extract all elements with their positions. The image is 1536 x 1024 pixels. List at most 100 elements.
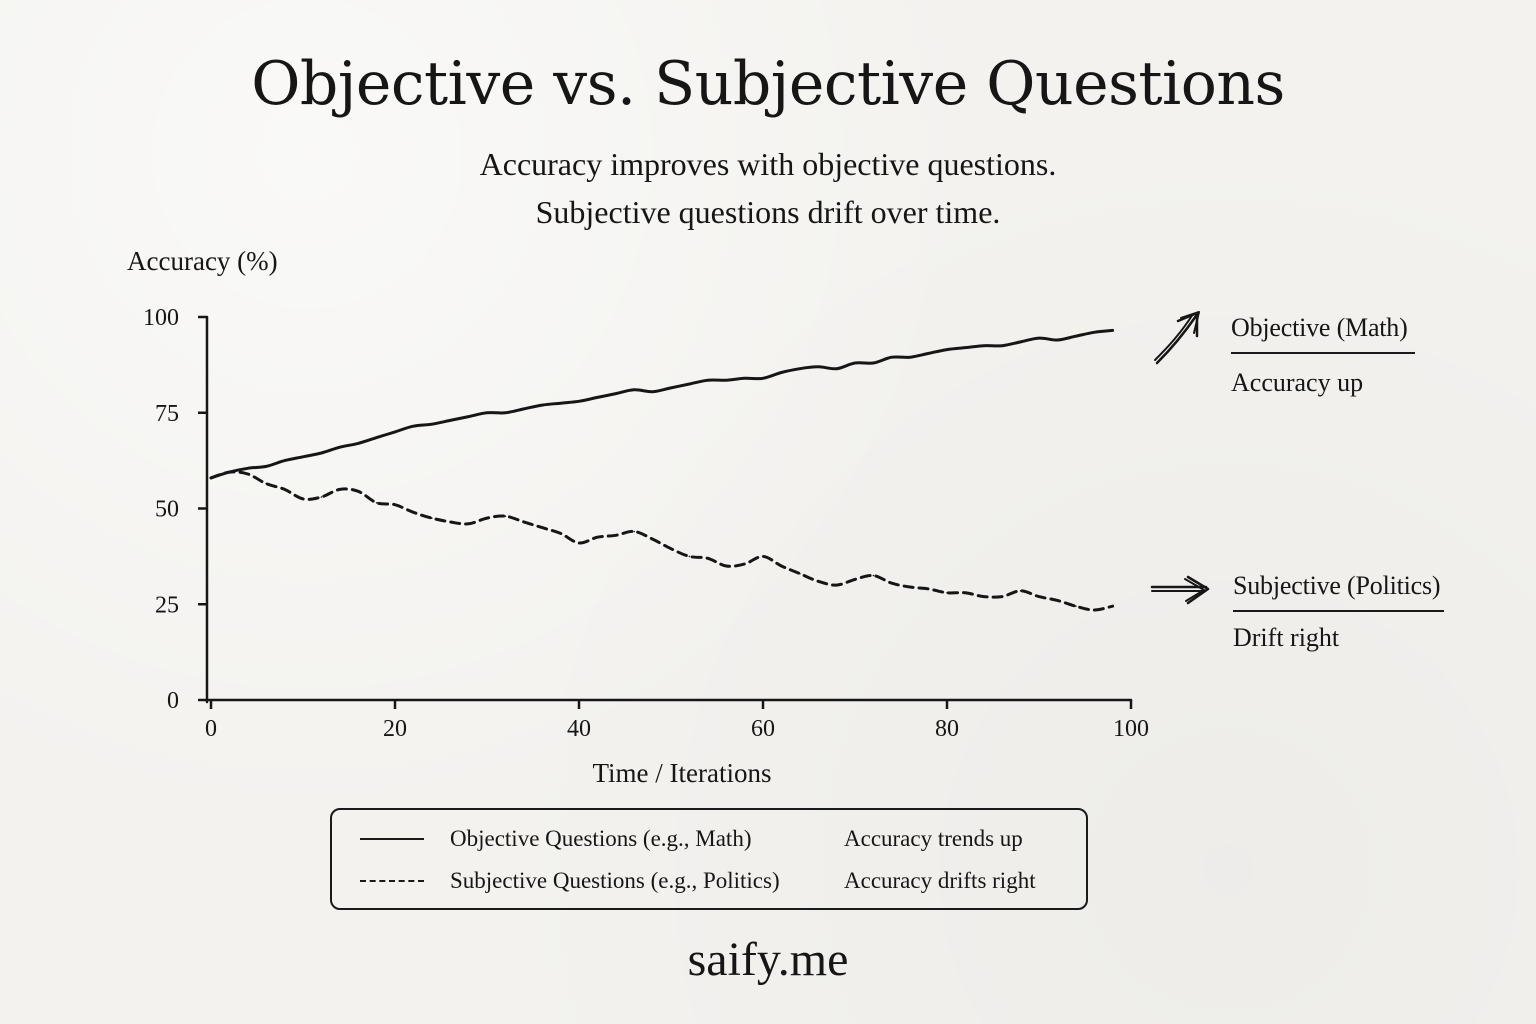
objective-data-point [1093,331,1095,334]
subjective-data-point [1075,605,1077,607]
subjective-data-point [283,488,286,491]
objective-data-point [872,362,875,364]
objective-data-point [909,356,911,359]
subjective-series-line [209,470,1115,612]
subjective-data-point [707,557,709,560]
objective-data-point [339,446,341,449]
legend-objective-label: Objective Questions (e.g., Math) [450,826,752,851]
objective-data-point [762,377,764,380]
objective-data-point [983,344,985,347]
subjective-data-point [1038,595,1040,598]
objective-data-point [780,371,783,374]
chart-subtitle-line-1: Accuracy improves with objective questio… [479,146,1057,182]
chart-axes: 0 25 50 75 100 0 20 40 60 80 100 [143,305,1149,742]
subjective-data-point [1056,599,1059,602]
objective-data-point [927,352,930,355]
objective-data-point [1019,341,1022,343]
legend-solid-line-swatch [360,838,424,840]
objective-annotation-title: Objective (Math) [1231,312,1415,354]
subjective-data-point [762,555,764,558]
objective-data-point [1001,344,1003,347]
x-tick-label: 20 [383,716,407,742]
objective-data-point [486,412,488,414]
subjective-data-point [247,473,249,475]
subjective-data-point [578,542,580,544]
subjective-data-point [541,526,543,529]
objective-data-point [891,356,893,359]
objective-data-point [688,383,691,385]
objective-data-point [559,402,562,405]
subjective-data-point [688,555,691,558]
chart-legend: Objective Questions (e.g., Math) Accurac… [330,808,1088,910]
objective-data-point [265,465,268,468]
subjective-data-point [891,582,893,584]
objective-data-point [467,415,470,418]
subjective-data-point [412,511,415,514]
x-tick-label: 40 [567,716,591,742]
objective-data-point [835,367,838,370]
objective-data-point [431,423,433,426]
subjective-annotation-title: Subjective (Politics) [1233,570,1444,612]
x-tick-label: 100 [1113,716,1149,742]
legend-row-subjective: Subjective Questions (e.g., Politics) Ac… [332,864,1086,898]
objective-data-point [541,404,543,406]
objective-data-point [394,431,396,433]
subjective-data-point [780,565,783,567]
legend-dashed-line-swatch [360,880,424,882]
footer-brand: saify.me [687,933,849,986]
legend-subjective-label: Subjective Questions (e.g., Politics) [450,868,780,893]
subjective-data-point [872,574,875,577]
objective-data-point [946,348,948,351]
legend-row-objective: Objective Questions (e.g., Math) Accurac… [332,822,1086,856]
objective-data-point [799,367,801,370]
subjective-data-point [265,482,268,485]
objective-data-point [725,379,727,382]
y-tick-label: 0 [167,688,179,714]
objective-data-point [320,452,323,454]
objective-data-point [633,389,635,391]
arrow-right-icon [1150,575,1210,605]
subjective-data-point [615,534,617,537]
x-tick-label: 60 [751,716,775,742]
objective-data-point [964,346,967,349]
objective-data-point [743,377,746,380]
objective-data-point [449,419,452,422]
y-tick-label: 25 [155,592,179,618]
objective-data-point [302,456,304,458]
subjective-data-point [504,515,507,517]
subjective-data-point [964,592,967,594]
objective-data-point [615,392,617,395]
legend-objective-note: Accuracy trends up [844,826,1023,851]
objective-data-point [504,412,507,414]
objective-data-point [375,436,378,439]
objective-data-point [651,390,654,393]
subjective-data-point [210,477,212,479]
objective-data-point [670,387,672,389]
y-tick-label: 50 [155,497,179,523]
subjective-data-point [651,538,654,540]
objective-data-point [412,425,415,428]
objective-data-point [817,366,819,368]
subjective-data-point [302,498,304,500]
subjective-data-point [854,578,856,581]
subjective-data-point [946,592,948,594]
y-tick-label: 75 [155,401,179,427]
subjective-data-point [559,532,562,535]
subjective-data-point [357,490,360,493]
x-tick-label: 0 [205,716,217,742]
subjective-data-point [523,521,525,523]
subjective-data-point [394,503,396,506]
objective-data-point [357,442,360,445]
subjective-data-point [983,595,985,598]
objective-data-point [1075,335,1077,338]
subjective-data-point [909,586,911,588]
subjective-data-point [817,580,819,583]
legend-subjective-note: Accuracy drifts right [844,868,1036,893]
subjective-data-point [1111,605,1114,607]
objective-data-point [523,408,525,410]
subjective-data-point [596,536,599,538]
subjective-data-point [1019,590,1022,592]
subjective-annotation-text: Drift right [1233,623,1340,652]
